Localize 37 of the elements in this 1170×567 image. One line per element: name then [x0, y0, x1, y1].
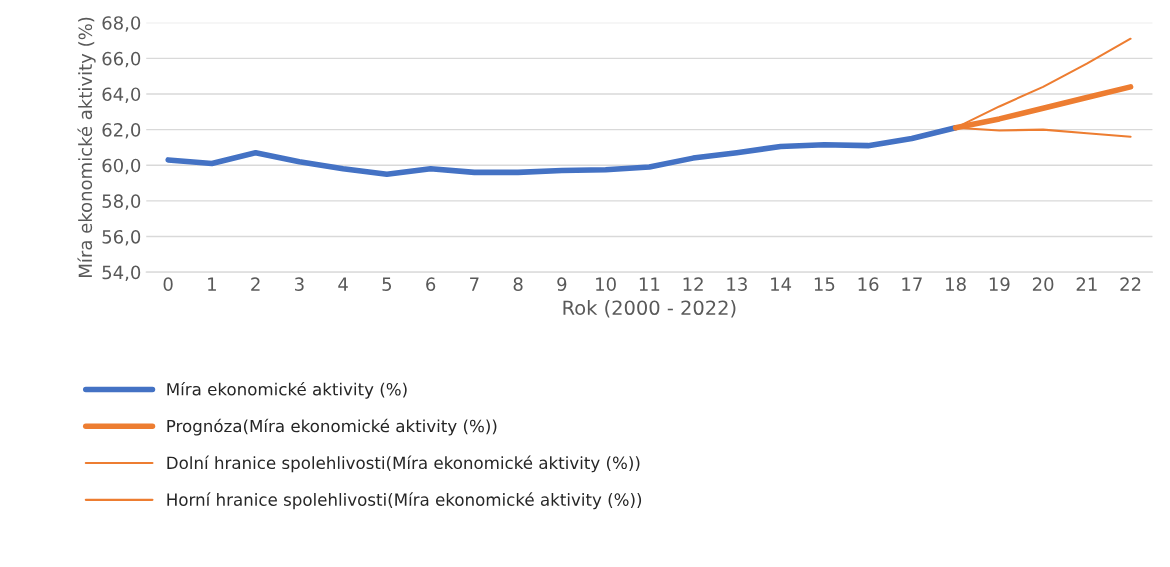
x-tick-label: 3	[295, 277, 304, 291]
x-tick-label: 17	[902, 277, 922, 291]
x-tick-label: 12	[683, 277, 703, 291]
legend-label: Dolní hranice spolehlivosti(Míra ekonomické aktivity (%))	[167, 455, 640, 473]
x-tick-label: 19	[989, 277, 1010, 291]
y-tick-label: 66,0	[102, 51, 141, 68]
y-tick-label: 64,0	[102, 87, 141, 103]
y-tick-label: 58,0	[102, 194, 141, 210]
x-tick-label: 8	[513, 277, 523, 291]
x-tick-label: 6	[426, 277, 436, 291]
y-axis-title: Míra ekonomické aktivity (%)	[77, 17, 96, 277]
x-tick-label: 5	[382, 277, 392, 291]
x-tick-label: 22	[1120, 277, 1141, 291]
x-tick-label: 10	[596, 277, 616, 291]
x-tick-label: 21	[1076, 277, 1097, 291]
legend-label: Míra ekonomické aktivity (%)	[167, 381, 407, 399]
x-tick-label: 2	[251, 277, 260, 291]
x-tick-label: 20	[1032, 277, 1054, 291]
y-tick-label: 56,0	[102, 229, 141, 246]
legend-label: Horní hranice spolehlivosti(Míra ekonomické aktivity (%))	[167, 492, 642, 510]
y-tick-label: 60,0	[102, 158, 141, 175]
x-tick-label: 14	[771, 277, 792, 291]
x-tick-label: 1	[208, 277, 216, 291]
x-tick-label: 13	[727, 277, 747, 291]
legend-label: Prognóza(Míra ekonomické aktivity (%))	[167, 418, 497, 436]
x-tick-label: 7	[470, 277, 479, 291]
x-tick-label: 9	[557, 277, 567, 291]
x-tick-label: 11	[639, 277, 660, 291]
y-tick-label: 54,0	[102, 265, 141, 282]
x-tick-label: 0	[163, 277, 173, 291]
x-tick-label: 16	[858, 277, 879, 291]
y-tick-label: 68,0	[102, 16, 141, 32]
x-tick-label: 15	[814, 277, 835, 291]
x-axis-title: Rok (2000 - 2022)	[563, 300, 736, 318]
x-tick-label: 4	[338, 277, 348, 291]
x-tick-label: 18	[946, 277, 966, 291]
y-tick-label: 62,0	[102, 123, 141, 139]
